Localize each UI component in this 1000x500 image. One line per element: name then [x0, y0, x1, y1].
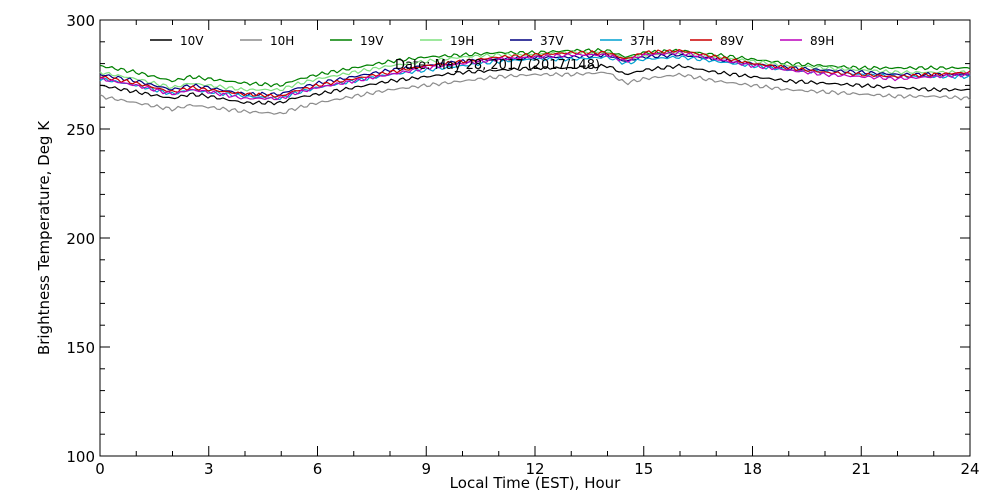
legend-label-37v: 37V	[540, 34, 564, 48]
date-annotation: Date: May 28, 2017 (2017/148)	[395, 58, 600, 73]
series-line-89h	[99, 50, 971, 101]
legend-label-89v: 89V	[720, 34, 744, 48]
x-tick-label: 0	[95, 460, 105, 478]
series-line-19h	[99, 50, 971, 92]
legend-label-10h: 10H	[270, 34, 294, 48]
legend-label-19h: 19H	[450, 34, 474, 48]
legend-label-19v: 19V	[360, 34, 384, 48]
x-tick-label: 15	[634, 460, 653, 478]
x-axis-title: Local Time (EST), Hour	[450, 474, 621, 492]
series-line-10h	[99, 71, 971, 115]
legend-label-10v: 10V	[180, 34, 204, 48]
x-tick-label: 6	[313, 460, 323, 478]
data-series	[99, 47, 971, 115]
legend: 10V 10H 19V 19H 37V 37H 89V 89H	[150, 34, 834, 48]
y-tick-label: 150	[66, 339, 95, 357]
x-tick-label: 21	[852, 460, 871, 478]
axis-ticks: 0 3 6 9 12 15 18 21 24 100 150 200 250 300	[66, 12, 979, 478]
y-tick-label: 100	[66, 448, 95, 466]
y-axis-title: Brightness Temperature, Deg K	[35, 120, 53, 355]
x-tick-label: 12	[525, 460, 544, 478]
y-tick-label: 250	[66, 121, 95, 139]
x-tick-label: 18	[743, 460, 762, 478]
series-line-89v	[99, 48, 971, 98]
legend-label-37h: 37H	[630, 34, 654, 48]
x-tick-label: 24	[960, 460, 979, 478]
y-tick-label: 200	[66, 230, 95, 248]
legend-label-89h: 89H	[810, 34, 834, 48]
x-tick-label: 3	[204, 460, 214, 478]
series-line-10v	[99, 63, 971, 106]
y-tick-label: 300	[66, 12, 95, 30]
x-tick-label: 9	[421, 460, 431, 478]
